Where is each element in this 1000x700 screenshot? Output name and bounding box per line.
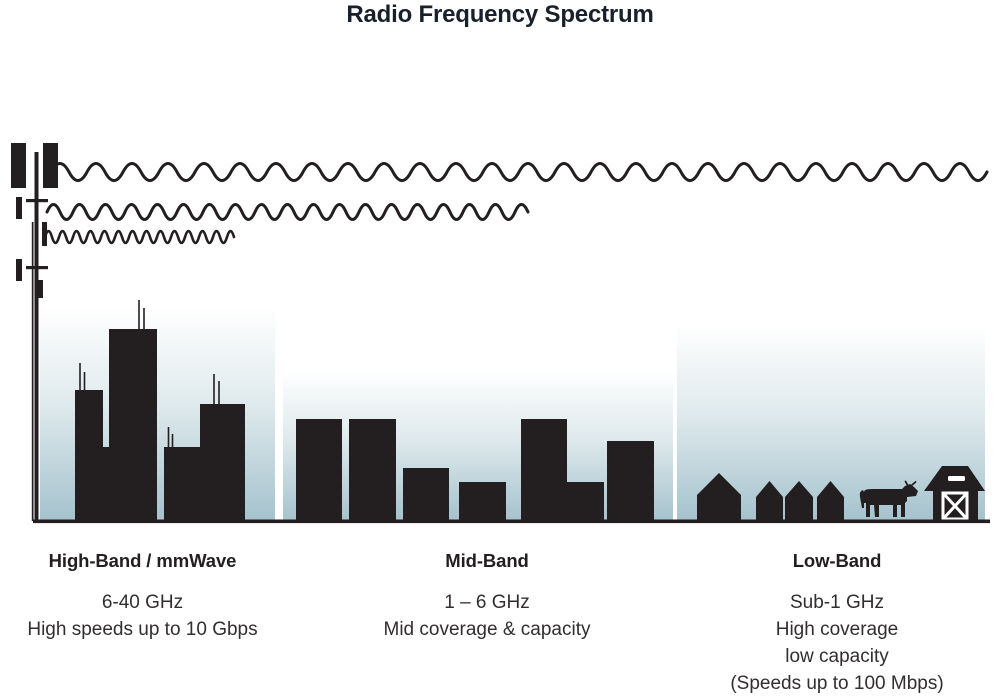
antenna-spires [79,300,220,449]
barn-icon [924,466,985,521]
band-heading-mid: Mid-Band [445,550,529,571]
low-band-farm-scene [697,466,985,521]
band-line: 6-40 GHz [101,592,184,613]
house-icon [756,481,783,521]
cow-icon [859,480,918,517]
spectrum-illustration [11,143,990,524]
band-line: (Speeds up to 100 Mbps) [730,673,944,694]
cell-tower-icon [11,143,58,521]
band-line: low capacity [785,646,889,667]
band-line: 1 – 6 GHz [444,592,530,613]
band-heading-low: Low-Band [792,550,882,571]
ground-line [33,519,990,524]
band-line: High coverage [775,619,899,640]
high-band-wave-icon [43,229,236,245]
band-heading-high: High-Band / mmWave [48,550,237,571]
house-icon [697,473,741,521]
house-icon [785,481,813,521]
band-line: Sub-1 GHz [790,592,884,613]
band-line: Mid coverage & capacity [383,619,591,640]
page-title: Radio Frequency Spectrum [346,1,654,28]
radio-wave-icons [43,162,989,245]
low-band-label: Low-Band Sub-1 GHz High coverage low cap… [692,550,982,697]
mid-band-wave-icon [45,203,530,221]
band-line: High speeds up to 10 Gbps [27,619,258,640]
low-band-wave-icon [49,162,989,182]
high-band-skyline [75,300,245,521]
mid-band-skyline [296,419,654,521]
high-band-label: High-Band / mmWave 6-40 GHz High speeds … [5,550,280,643]
mid-band-label: Mid-Band 1 – 6 GHz Mid coverage & capaci… [342,550,632,643]
house-icon [817,481,844,521]
